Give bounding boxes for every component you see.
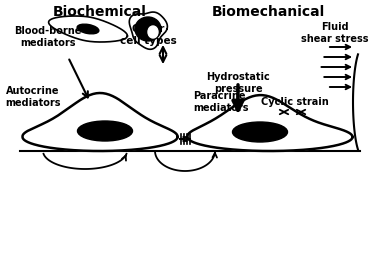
Text: Biochemical: Biochemical: [53, 5, 147, 19]
Ellipse shape: [148, 26, 158, 38]
Text: Blood-borne
mediators: Blood-borne mediators: [14, 26, 82, 48]
Text: Paracrine
mediators: Paracrine mediators: [193, 91, 249, 113]
Text: Cyclic strain: Cyclic strain: [261, 97, 329, 107]
Text: Fluid
shear stress: Fluid shear stress: [301, 22, 369, 44]
Polygon shape: [22, 93, 177, 151]
Ellipse shape: [77, 24, 99, 34]
Text: Hydrostatic
pressure: Hydrostatic pressure: [206, 72, 270, 94]
Ellipse shape: [78, 121, 133, 141]
Text: Other
cell types: Other cell types: [120, 24, 176, 46]
Polygon shape: [129, 12, 168, 49]
Ellipse shape: [135, 17, 161, 41]
Text: Autocrine
mediators: Autocrine mediators: [5, 86, 61, 108]
Polygon shape: [187, 95, 353, 151]
Ellipse shape: [233, 122, 288, 142]
Text: Biomechanical: Biomechanical: [211, 5, 325, 19]
Polygon shape: [49, 16, 127, 42]
